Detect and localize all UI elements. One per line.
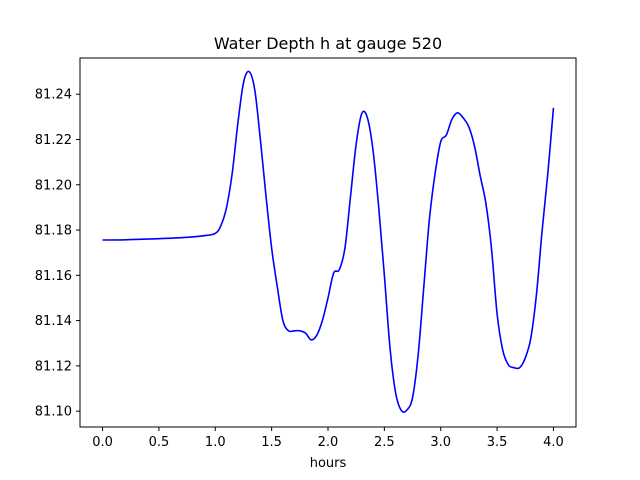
plot-area: [102, 70, 555, 413]
y-tick-label: 81.20: [35, 178, 72, 193]
y-tick-label: 81.10: [35, 405, 72, 420]
x-tick-label: 3.5: [487, 435, 508, 450]
x-tick-label: 3.0: [430, 435, 451, 450]
y-tick-label: 81.14: [35, 314, 72, 329]
y-tick-label: 81.12: [35, 359, 72, 374]
y-axis: 81.10 81.12 81.14 81.16 81.18 81.20 81.22 81.24: [35, 88, 80, 420]
x-tick-label: 1.5: [261, 435, 282, 450]
y-tick-label: 81.16: [35, 269, 72, 284]
series-line-0: [102, 70, 555, 413]
x-axis-title: hours: [310, 456, 347, 471]
x-tick-label: 4.0: [543, 435, 564, 450]
y-tick-label: 81.24: [35, 88, 72, 103]
y-tick-label: 81.18: [35, 224, 72, 239]
x-tick-label: 0.0: [92, 435, 113, 450]
x-tick-label: 0.5: [149, 435, 170, 450]
x-axis: 0.0 0.5 1.0 1.5 2.0 2.5 3.0 3.5 4.0: [92, 427, 564, 450]
x-tick-label: 1.0: [205, 435, 226, 450]
y-tick-label: 81.22: [35, 133, 72, 148]
chart-title: Water Depth h at gauge 520: [214, 34, 442, 53]
x-tick-label: 2.5: [374, 435, 395, 450]
x-tick-label: 2.0: [318, 435, 339, 450]
